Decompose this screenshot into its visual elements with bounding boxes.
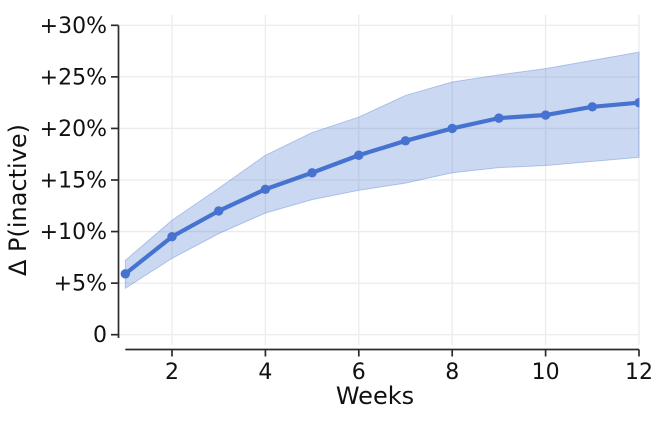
y-tick-label-20: +20% bbox=[40, 117, 107, 142]
gridlines bbox=[119, 15, 640, 345]
data-point-week-3 bbox=[214, 206, 224, 216]
x-tick-label-12: 12 bbox=[625, 360, 653, 385]
data-point-week-10 bbox=[540, 110, 551, 120]
data-point-week-5 bbox=[307, 168, 317, 178]
confidence-band bbox=[124, 51, 640, 290]
data-point-week-9 bbox=[494, 113, 504, 123]
data-point-week-2 bbox=[167, 232, 177, 242]
data-point-group bbox=[120, 97, 640, 279]
trend-line bbox=[123, 100, 640, 276]
tick-labels: 0 +5% +10% +15% +20% +25% +30% 2 4 6 8 10 12 bbox=[40, 14, 653, 385]
x-tick-label-8: 8 bbox=[445, 360, 459, 385]
data-point-week-8 bbox=[447, 123, 457, 134]
data-point-week-4 bbox=[260, 184, 271, 194]
axes bbox=[111, 24, 640, 357]
x-tick-label-4: 4 bbox=[258, 360, 272, 385]
y-tick-label-25: +25% bbox=[40, 65, 107, 90]
y-tick-label-10: +10% bbox=[40, 220, 107, 245]
y-tick-label-0: 0 bbox=[93, 323, 107, 348]
x-axis-title: Weeks bbox=[336, 382, 414, 410]
x-tick-label-6: 6 bbox=[352, 360, 366, 385]
x-tick-label-10: 10 bbox=[532, 360, 560, 385]
data-point-week-1 bbox=[120, 269, 131, 279]
y-axis-title: Δ P(inactive) bbox=[4, 124, 32, 276]
data-point-week-7 bbox=[400, 136, 411, 146]
data-point-week-6 bbox=[354, 150, 364, 160]
x-tick-label-2: 2 bbox=[165, 360, 179, 385]
y-tick-label-5: +5% bbox=[54, 272, 107, 297]
data-point-week-12 bbox=[634, 97, 640, 108]
confidence-band-group bbox=[124, 51, 640, 290]
trend-line-group bbox=[123, 100, 640, 276]
y-tick-label-30: +30% bbox=[40, 14, 107, 39]
data-point-week-11 bbox=[587, 102, 598, 112]
y-tick-label-15: +15% bbox=[40, 169, 107, 194]
